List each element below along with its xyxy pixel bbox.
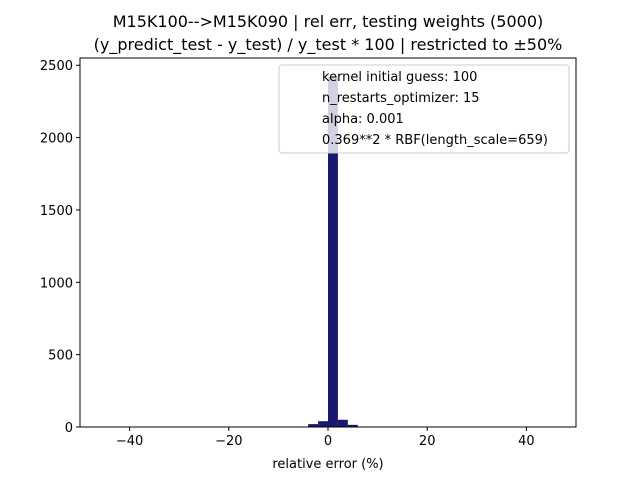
x-tick-label: −40	[116, 434, 143, 449]
y-axis-ticks: 0 500 1000 1500 2000 2500	[40, 59, 80, 436]
y-tick-label: 2000	[40, 132, 73, 147]
histogram-bar-1	[308, 424, 319, 427]
x-tick-label: −20	[215, 434, 242, 449]
legend-box	[278, 64, 570, 154]
y-tick-label: 500	[48, 349, 73, 364]
histogram-bar-4	[337, 419, 348, 427]
legend: kernel initial guess: 100 n_restarts_opt…	[278, 64, 570, 154]
y-tick-label: 0	[65, 421, 73, 436]
legend-line-restarts: n_restarts_optimizer: 15	[322, 91, 480, 106]
chart-title-line-2: (y_predict_test - y_test) / y_test * 100…	[94, 35, 563, 55]
y-tick-label: 1000	[40, 276, 73, 291]
x-tick-label: 0	[324, 434, 332, 449]
legend-line-kernel-guess: kernel initial guess: 100	[322, 70, 477, 85]
x-tick-label: 40	[518, 434, 535, 449]
x-axis-ticks: −40 −20 0 20 40	[116, 427, 535, 449]
histogram-bar-5	[347, 424, 358, 427]
legend-line-kernel: 0.369**2 * RBF(length_scale=659)	[322, 133, 548, 148]
x-axis-label: relative error (%)	[272, 457, 383, 472]
plot-area-frame	[79, 57, 577, 428]
histogram-bar-2	[318, 421, 328, 427]
histogram-bar-3	[328, 76, 338, 427]
y-tick-label: 1500	[40, 204, 73, 219]
y-tick-label: 2500	[40, 59, 73, 74]
chart-title-line-1: M15K100-->M15K090 | rel err, testing wei…	[113, 12, 544, 31]
legend-line-alpha: alpha: 0.001	[322, 112, 404, 127]
x-tick-label: 20	[419, 434, 436, 449]
